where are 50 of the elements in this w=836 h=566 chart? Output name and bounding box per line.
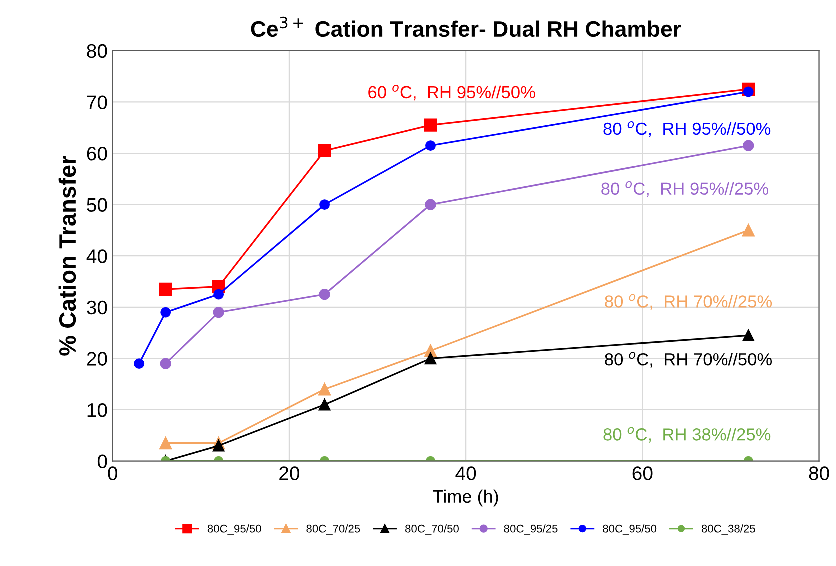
x-tick-label: 0 bbox=[108, 466, 118, 480]
point bbox=[319, 289, 330, 300]
y-tick-label: 10 bbox=[88, 403, 108, 418]
annotation: 80 $^{o}$C, RH 70%//50% bbox=[605, 352, 772, 368]
legend-label: 80C_70/50 bbox=[406, 524, 459, 535]
point bbox=[742, 330, 755, 342]
annotation: 80 $^{o}$C, RH 70%//25% bbox=[605, 294, 772, 310]
legend-label: 80C_95/50 bbox=[208, 524, 262, 535]
chart-title: Ce$^{3+}$ Cation Transfer- Dual RH Chamber bbox=[251, 16, 682, 38]
annotation: 60 $^{o}$C, RH 95%//50% bbox=[368, 84, 536, 101]
legend-label: 80C_70/25 bbox=[306, 524, 360, 535]
point bbox=[159, 282, 172, 296]
point bbox=[160, 358, 172, 370]
point bbox=[318, 383, 332, 396]
point bbox=[424, 118, 438, 132]
point bbox=[160, 307, 172, 318]
x-tick-label: 60 bbox=[632, 466, 653, 480]
legend-label: 80C_38/25 bbox=[702, 524, 756, 535]
x-tick-label: 40 bbox=[456, 466, 476, 480]
y-tick-label: 40 bbox=[86, 250, 108, 264]
point bbox=[426, 140, 436, 152]
legend-label: 80C_95/50 bbox=[603, 524, 657, 535]
x-tick-label: 80 bbox=[809, 466, 830, 480]
y-tick-label: 0 bbox=[98, 454, 108, 469]
point bbox=[318, 398, 331, 411]
point bbox=[425, 199, 436, 210]
point bbox=[320, 200, 330, 210]
legend-label: 80C_95/25 bbox=[504, 524, 558, 535]
annotation: 80 $^{o}$C, RH 95%//25% bbox=[602, 181, 768, 198]
point bbox=[424, 352, 437, 365]
y-tick-label: 20 bbox=[87, 352, 108, 366]
y-tick-label: 70 bbox=[87, 96, 108, 110]
annotation: 80 $^{o}$C, RH 38%//25% bbox=[604, 427, 771, 443]
point bbox=[743, 86, 754, 98]
point bbox=[160, 437, 172, 450]
x-axis-title: Time (h) bbox=[433, 490, 498, 507]
y-tick-label: 60 bbox=[87, 146, 108, 161]
point bbox=[212, 440, 225, 452]
annotation: 80 $^{o}$C, RH 95%//50% bbox=[604, 121, 771, 138]
point bbox=[743, 140, 754, 152]
point bbox=[134, 358, 145, 370]
y-axis-title: % Cation Transfer bbox=[58, 156, 76, 356]
y-tick-label: 50 bbox=[87, 198, 108, 212]
point bbox=[213, 306, 224, 318]
point bbox=[214, 289, 224, 300]
y-tick-label: 30 bbox=[87, 300, 108, 315]
y-tick-label: 80 bbox=[87, 44, 108, 58]
point bbox=[742, 224, 755, 237]
x-tick-label: 20 bbox=[280, 466, 300, 480]
point bbox=[318, 144, 332, 158]
